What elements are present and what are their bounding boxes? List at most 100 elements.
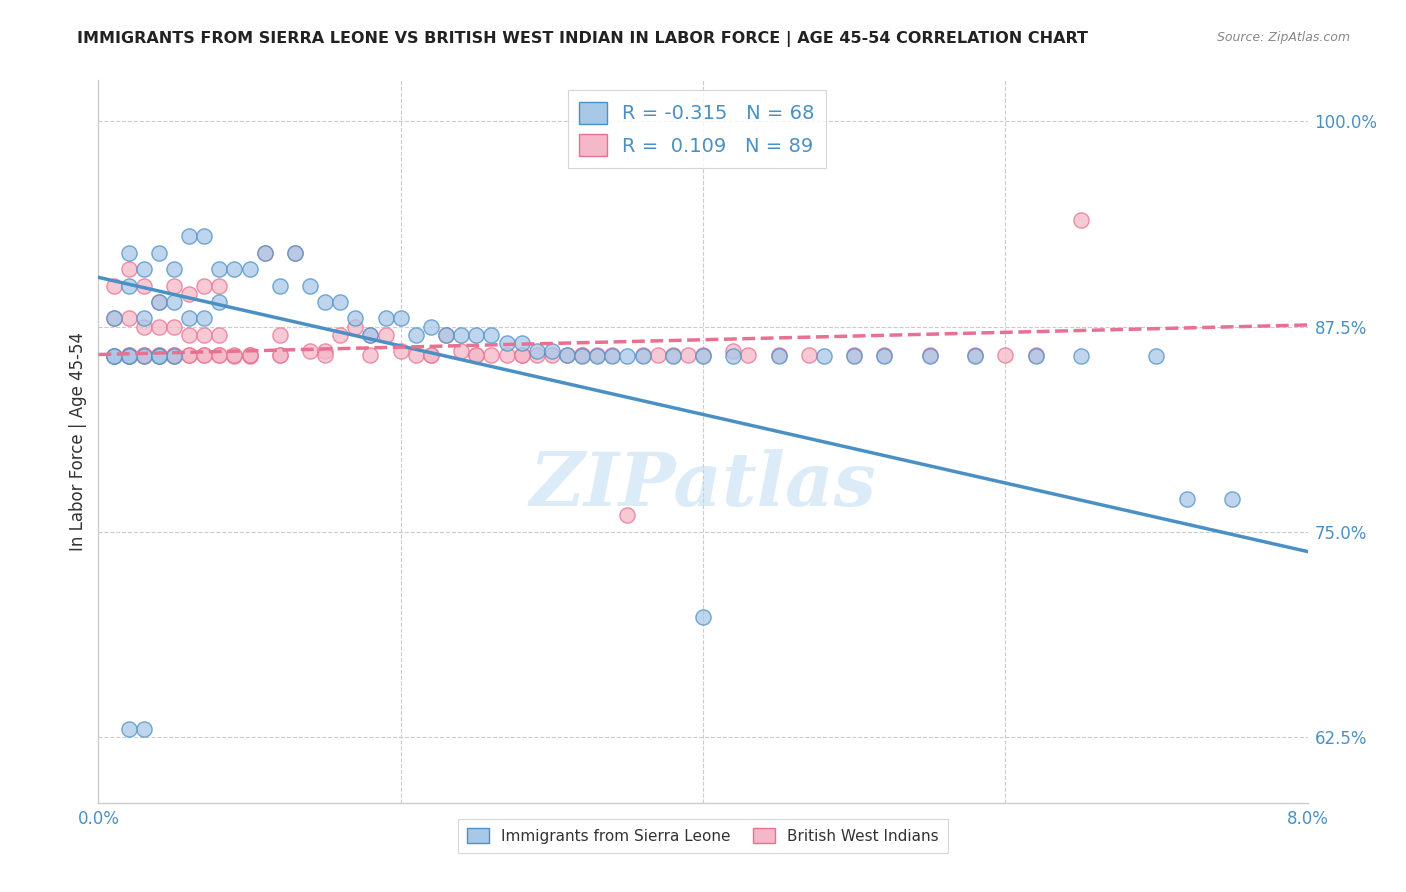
Point <box>284 245 307 260</box>
Point <box>586 349 609 363</box>
Point <box>329 295 352 310</box>
Point <box>103 349 125 363</box>
Point <box>602 347 624 361</box>
Point <box>148 349 170 363</box>
Point <box>374 311 396 326</box>
Point <box>344 319 367 334</box>
Point <box>1025 347 1047 361</box>
Point <box>163 262 186 277</box>
Point <box>994 347 1017 361</box>
Point <box>118 347 141 361</box>
Point <box>434 327 457 342</box>
Point <box>495 336 517 351</box>
Point <box>661 347 683 361</box>
Legend: Immigrants from Sierra Leone, British West Indians: Immigrants from Sierra Leone, British We… <box>458 819 948 853</box>
Point <box>631 347 654 361</box>
Point <box>224 349 246 363</box>
Point <box>965 347 987 361</box>
Point <box>616 349 638 363</box>
Point <box>360 347 382 361</box>
Point <box>103 349 125 363</box>
Point <box>148 319 170 334</box>
Point <box>389 344 412 359</box>
Point <box>965 349 987 363</box>
Point <box>179 286 201 301</box>
Point <box>148 245 170 260</box>
Point <box>148 347 170 361</box>
Point <box>132 262 155 277</box>
Point <box>103 278 125 293</box>
Point <box>692 610 714 624</box>
Point <box>314 347 336 361</box>
Point <box>768 347 790 361</box>
Point <box>269 347 291 361</box>
Point <box>132 311 155 326</box>
Point <box>510 336 533 351</box>
Point <box>163 295 186 310</box>
Point <box>420 319 443 334</box>
Point <box>208 295 231 310</box>
Point <box>148 349 170 363</box>
Point <box>193 311 215 326</box>
Point <box>723 344 745 359</box>
Point <box>148 295 170 310</box>
Point <box>118 278 141 293</box>
Point <box>179 311 201 326</box>
Point <box>918 347 941 361</box>
Point <box>148 347 170 361</box>
Point <box>616 508 638 523</box>
Point <box>118 245 141 260</box>
Point <box>299 278 322 293</box>
Point <box>434 327 457 342</box>
Point <box>208 327 231 342</box>
Point <box>163 347 186 361</box>
Point <box>360 327 382 342</box>
Point <box>132 349 155 363</box>
Point <box>631 349 654 363</box>
Point <box>163 349 186 363</box>
Point <box>208 347 231 361</box>
Point <box>179 327 201 342</box>
Point <box>118 349 141 363</box>
Point <box>873 347 896 361</box>
Point <box>571 347 593 361</box>
Point <box>132 347 155 361</box>
Point <box>873 349 896 363</box>
Point <box>797 347 820 361</box>
Text: ZIPatlas: ZIPatlas <box>530 449 876 521</box>
Point <box>193 347 215 361</box>
Point <box>510 347 533 361</box>
Point <box>1175 491 1198 506</box>
Point <box>269 278 291 293</box>
Point <box>239 262 262 277</box>
Point <box>239 349 262 363</box>
Point <box>420 347 443 361</box>
Point <box>132 349 155 363</box>
Point <box>208 347 231 361</box>
Point <box>103 311 125 326</box>
Point <box>329 327 352 342</box>
Point <box>132 722 155 736</box>
Point <box>1070 349 1092 363</box>
Point <box>239 347 262 361</box>
Point <box>208 262 231 277</box>
Point <box>253 245 276 260</box>
Point <box>737 347 759 361</box>
Point <box>555 347 578 361</box>
Point <box>510 347 533 361</box>
Point <box>571 349 593 363</box>
Point <box>314 344 336 359</box>
Point <box>540 344 562 359</box>
Point <box>918 349 941 363</box>
Point <box>193 229 215 244</box>
Point <box>844 349 866 363</box>
Point <box>526 344 548 359</box>
Point <box>269 347 291 361</box>
Point <box>163 347 186 361</box>
Point <box>602 349 624 363</box>
Point <box>193 278 215 293</box>
Point <box>450 327 472 342</box>
Point <box>103 349 125 363</box>
Point <box>692 347 714 361</box>
Point <box>132 347 155 361</box>
